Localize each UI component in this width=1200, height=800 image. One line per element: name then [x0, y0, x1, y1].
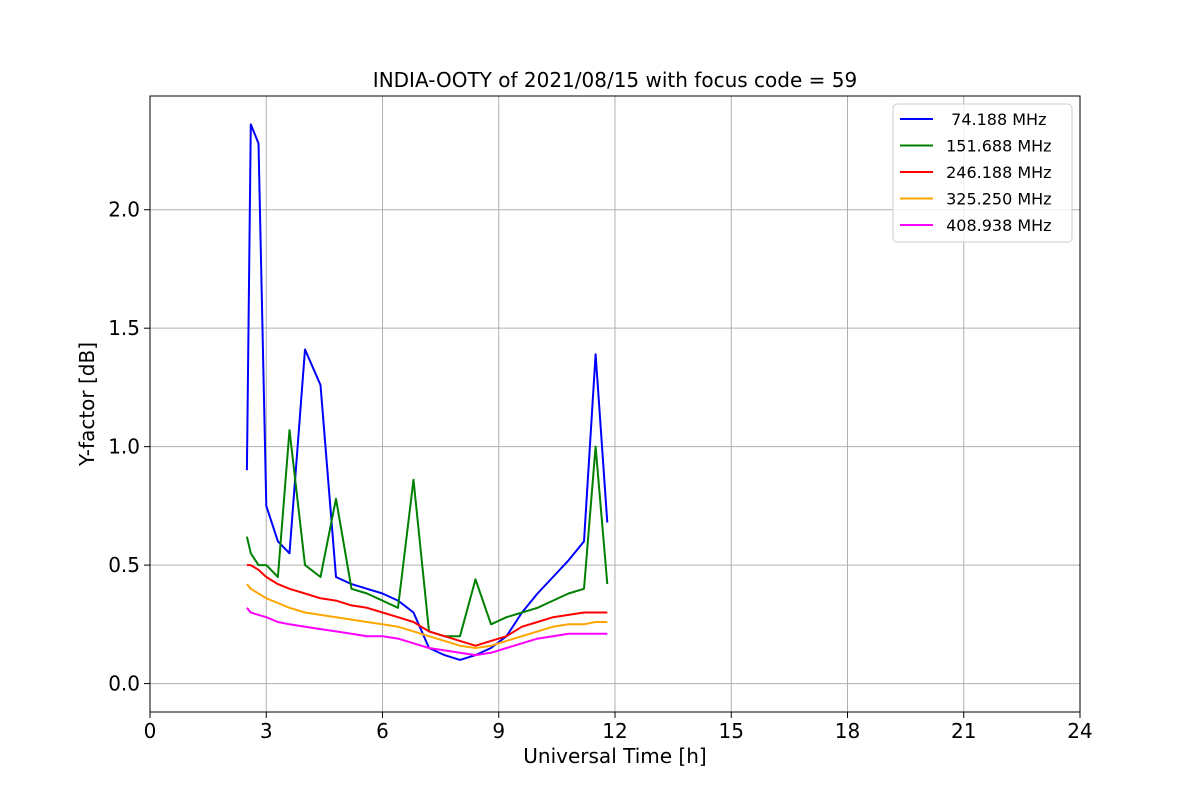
- x-tick-label: 12: [602, 719, 627, 743]
- y-tick-label: 1.0: [108, 435, 140, 459]
- legend: 74.188 MHz 151.688 MHz 246.188 MHz 325.2…: [892, 103, 1073, 243]
- series-line-246-188-mhz: [246, 564, 608, 647]
- x-tick-label: 24: [1067, 719, 1092, 743]
- legend-box: [892, 103, 1073, 243]
- axis-ticks: 0 3 6 9 12 15 18 21 24 0.0 0.5 1.0 1.5 2.0: [108, 198, 1093, 743]
- series-line-74-188-mhz: [245, 123, 609, 661]
- y-tick-label: 0.0: [108, 672, 140, 696]
- legend-label: 74.188 MHz: [941, 110, 1046, 129]
- series-line-151-688-mhz: [245, 429, 609, 638]
- y-tick-label: 0.5: [108, 553, 140, 577]
- series-lines: [245, 123, 609, 661]
- legend-label: 325.250 MHz: [941, 190, 1052, 209]
- x-tick-label: 15: [719, 719, 744, 743]
- x-tick-label: 6: [376, 719, 389, 743]
- chart-title: INDIA-OOTY of 2021/08/15 with focus code…: [373, 68, 857, 92]
- y-tick-label: 2.0: [108, 198, 140, 222]
- x-tick-label: 21: [951, 719, 976, 743]
- y-tick-label: 1.5: [108, 316, 140, 340]
- legend-label: 246.188 MHz: [941, 163, 1052, 182]
- x-tick-label: 18: [835, 719, 860, 743]
- x-axis-label: Universal Time [h]: [523, 744, 706, 768]
- x-tick-label: 3: [260, 719, 273, 743]
- x-tick-label: 9: [492, 719, 505, 743]
- y-axis-label: Y-factor [dB]: [75, 342, 99, 467]
- legend-label: 408.938 MHz: [941, 216, 1052, 235]
- series-line-408-938-mhz: [246, 607, 608, 657]
- x-tick-label: 0: [144, 719, 157, 743]
- legend-label: 151.688 MHz: [941, 137, 1052, 156]
- series-line-325-250-mhz: [246, 583, 608, 649]
